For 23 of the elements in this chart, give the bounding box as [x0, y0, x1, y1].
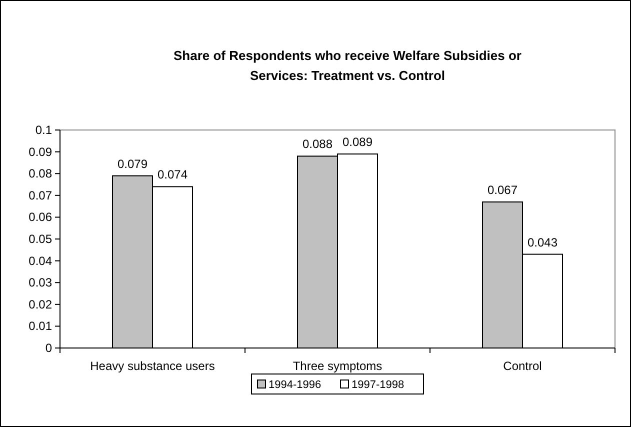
legend-label: 1997-1998	[352, 379, 404, 391]
data-label: 0.088	[302, 137, 333, 152]
y-tick-label: 0.02	[28, 297, 52, 312]
y-tick-label: 0.03	[28, 276, 52, 290]
data-label: 0.074	[157, 168, 188, 182]
data-label: 0.067	[487, 182, 518, 197]
y-tick-label: 0.09	[28, 144, 52, 159]
y-tick-label: 0.05	[28, 232, 52, 246]
chart-title: Share of Respondents who receive Welfare Subsidies or Services: Treatment vs. Control	[174, 48, 522, 83]
y-tick-label: 0.01	[28, 319, 52, 334]
x-tick-label: Control	[503, 359, 542, 373]
legend-label: 1994-1996	[268, 379, 322, 391]
data-label: 0.079	[117, 156, 148, 171]
y-tick-label: 0.08	[28, 166, 52, 181]
y-tick-label: 0	[45, 341, 52, 355]
y-tick-label: 0.06	[28, 210, 52, 224]
y-tick-label: 0.1	[35, 123, 52, 137]
x-tick-label: Three symptoms	[292, 359, 382, 373]
y-tick-label: 0.04	[28, 254, 52, 268]
data-label: 0.043	[527, 235, 558, 250]
data-label: 0.089	[342, 134, 373, 149]
y-tick-label: 0.07	[28, 188, 52, 202]
x-tick-label: Heavy substance users	[90, 359, 215, 373]
